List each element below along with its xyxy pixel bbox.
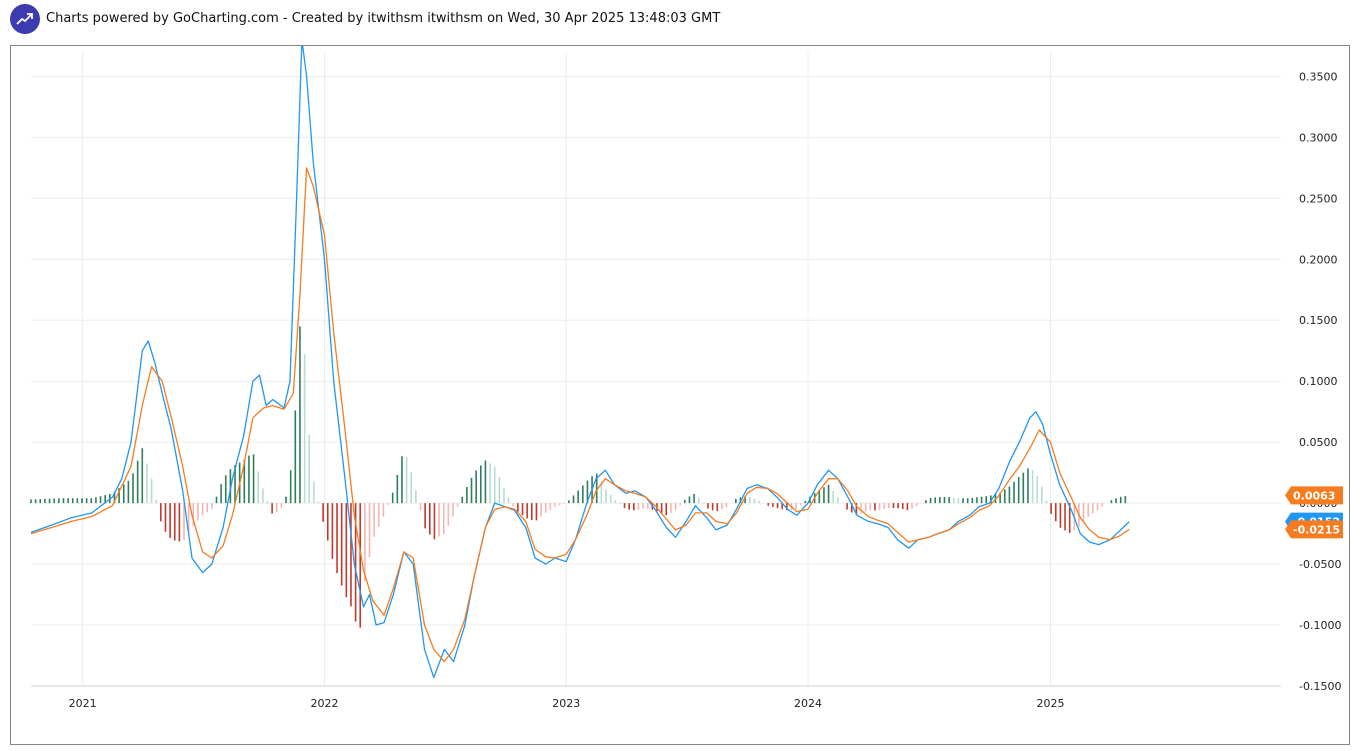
x-tick-label: 2024 — [794, 697, 822, 710]
y-tick-label: -0.1500 — [1299, 680, 1341, 693]
y-tick-label: -0.0500 — [1299, 558, 1341, 571]
y-tick-label: -0.1000 — [1299, 619, 1341, 632]
x-tick-label: 2025 — [1036, 697, 1064, 710]
y-tick-label: 0.2000 — [1299, 253, 1338, 266]
last-value-badge — [1285, 520, 1343, 539]
macd-line — [30, 46, 1130, 679]
header: Charts powered by GoCharting.com - Creat… — [0, 0, 1361, 40]
y-tick-label: 0.0500 — [1299, 436, 1338, 449]
last-value-label: 0.0063 — [1293, 489, 1335, 502]
y-axis: 0.3500 0.3000 0.2500 0.2000 0.1500 0.1000 0.05… — [1299, 70, 1341, 693]
signal-line — [30, 167, 1130, 663]
chart-credit: Charts powered by GoCharting.com - Creat… — [46, 11, 721, 26]
y-tick-label: 0.3000 — [1299, 131, 1338, 144]
last-value-badges: 0.0063-0.0152-0.0215 — [1285, 486, 1343, 539]
series-lines — [30, 46, 1130, 679]
grid-lines — [31, 52, 1281, 687]
x-axis: 2021 2022 2023 2024 2025 — [31, 685, 1281, 710]
y-tick-label: 0.1000 — [1299, 375, 1338, 388]
y-tick-label: 0.1500 — [1299, 314, 1338, 327]
macd-chart[interactable]: 0.3500 0.3000 0.2500 0.2000 0.1500 0.1000 0.05… — [11, 46, 1349, 744]
last-value-label: -0.0215 — [1293, 523, 1340, 536]
x-tick-label: 2023 — [552, 697, 580, 710]
y-tick-label: 0.3500 — [1299, 70, 1338, 83]
y-tick-label: 0.2500 — [1299, 192, 1338, 205]
x-tick-label: 2022 — [310, 697, 338, 710]
trend-up-icon — [16, 13, 33, 25]
last-value-badge — [1285, 486, 1343, 505]
chart-frame: 0.3500 0.3000 0.2500 0.2000 0.1500 0.1000 0.05… — [10, 45, 1350, 745]
x-tick-label: 2021 — [69, 697, 97, 710]
gocharting-logo[interactable] — [10, 4, 40, 34]
histogram — [30, 326, 1127, 628]
